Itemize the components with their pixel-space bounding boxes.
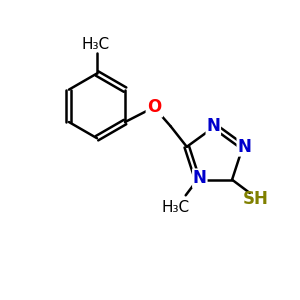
Text: N: N (206, 117, 220, 135)
Text: O: O (147, 98, 161, 116)
Text: H₃C: H₃C (161, 200, 189, 214)
Text: SH: SH (243, 190, 268, 208)
Text: N: N (193, 169, 207, 187)
Text: H₃C: H₃C (82, 37, 110, 52)
Text: N: N (237, 138, 251, 156)
